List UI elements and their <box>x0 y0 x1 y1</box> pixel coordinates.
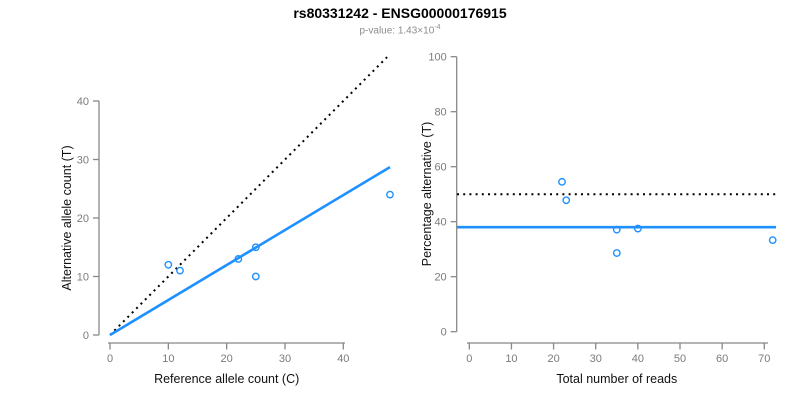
x-tick-label: 20 <box>547 353 559 365</box>
x-tick-label: 30 <box>279 353 291 365</box>
fit-line <box>109 165 391 337</box>
data-point <box>558 177 566 186</box>
y-tick-label: 20 <box>434 272 446 284</box>
y-tick-label: 40 <box>434 217 446 229</box>
x-tick-label: 30 <box>590 353 602 365</box>
y-tick-label: 20 <box>77 213 89 225</box>
x-tick-label: 40 <box>632 353 644 365</box>
y-tick-label: 0 <box>441 327 447 339</box>
data-point <box>234 255 243 263</box>
y-tick-label: 80 <box>434 107 446 119</box>
x-tick-label: 10 <box>162 353 174 365</box>
x-tick-label: 10 <box>505 353 517 365</box>
y-axis-title: Alternative allele count (T) <box>60 145 74 290</box>
data-point <box>164 260 173 269</box>
data-point <box>633 224 642 233</box>
figure-subtitle: p-value: 1.43×10-4 <box>0 24 800 36</box>
allele-count-plot: 0 10 20 30 40 0 10 20 30 40 Reference allele count… <box>60 56 394 386</box>
data-point <box>612 225 621 234</box>
x-axis-title: Reference allele count (C) <box>154 372 299 386</box>
x-axis-title: Total number of reads <box>556 372 677 386</box>
data-point <box>176 266 184 275</box>
y-tick-label: 30 <box>77 154 89 166</box>
figure-title: rs80331242 - ENSG00000176915 <box>293 5 507 21</box>
data-point <box>251 272 260 281</box>
x-tick-label: 60 <box>716 353 728 365</box>
percentage-plot: 0 20 40 60 80 100 0 10 20 30 40 50 60 70 Total number … <box>420 52 777 386</box>
y-tick-label: 40 <box>77 96 89 108</box>
y-tick-label: 60 <box>434 162 446 174</box>
data-point <box>251 243 260 252</box>
y-tick-label: 10 <box>77 271 89 283</box>
x-tick-label: 0 <box>466 353 472 365</box>
identity-line <box>109 56 388 336</box>
y-tick-label: 0 <box>83 330 89 342</box>
x-tick-label: 20 <box>221 353 233 365</box>
x-tick-label: 40 <box>337 353 349 365</box>
y-tick-label: 100 <box>428 52 446 64</box>
data-point <box>768 236 777 245</box>
data-point <box>612 249 621 257</box>
x-tick-label: 50 <box>674 353 686 365</box>
x-tick-label: 0 <box>107 353 113 365</box>
data-point <box>386 190 394 199</box>
data-point <box>562 196 571 205</box>
p-value-exponent: -4 <box>434 24 441 31</box>
p-value-text: p-value: 1.43×10 <box>359 25 435 37</box>
x-tick-label: 70 <box>758 353 770 365</box>
y-axis-title: Percentage alternative (T) <box>420 122 434 267</box>
